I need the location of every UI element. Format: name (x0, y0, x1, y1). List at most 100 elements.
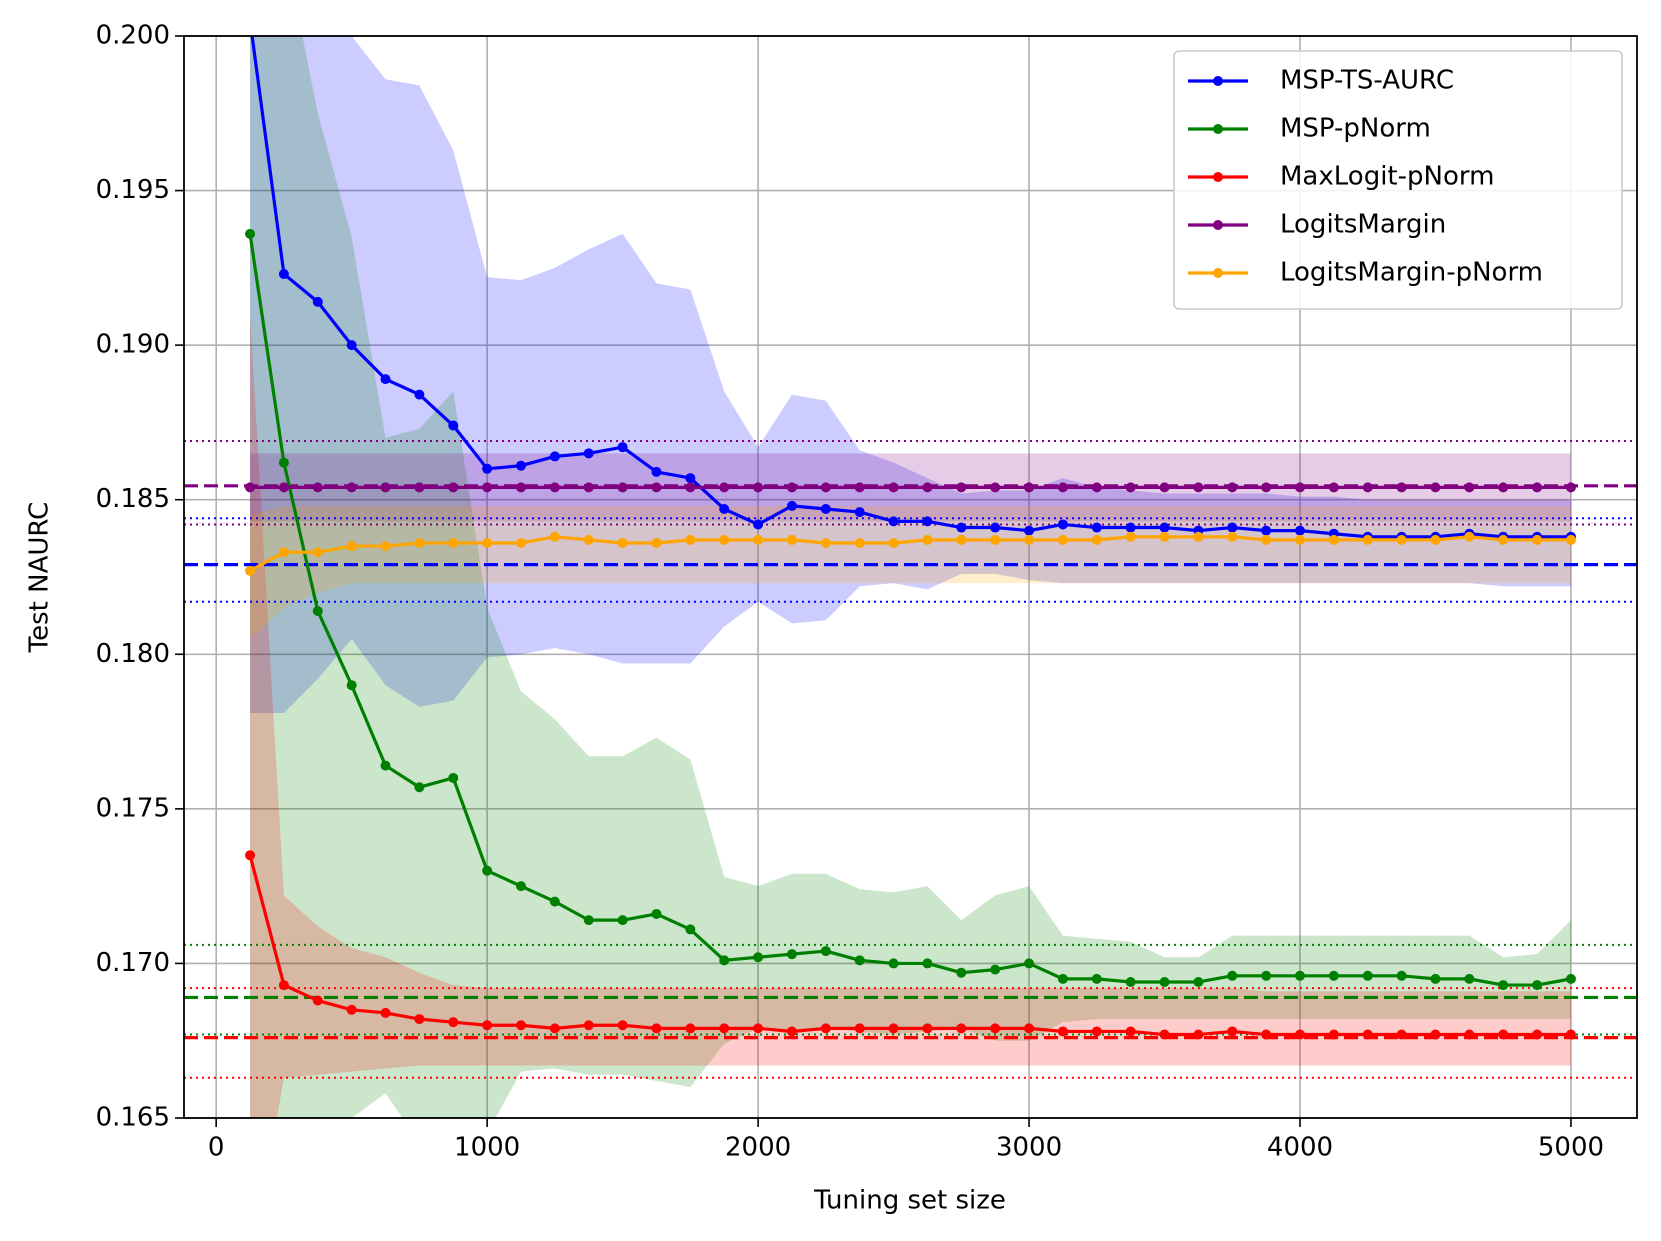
data-point (651, 908, 662, 919)
data-point (651, 537, 662, 548)
data-point (414, 782, 425, 793)
data-point (753, 519, 764, 530)
data-point (312, 606, 323, 617)
legend-label: MSP-TS-AURC (1280, 66, 1454, 96)
data-point (1565, 482, 1576, 493)
data-point (685, 482, 696, 493)
y-tick-label: 0.175 (96, 793, 170, 823)
data-point (583, 1020, 594, 1031)
data-point (516, 460, 527, 471)
data-point (1057, 482, 1068, 493)
data-point (278, 482, 289, 493)
legend-label: LogitsMargin (1280, 210, 1446, 240)
data-point (1328, 534, 1339, 545)
data-point (617, 482, 628, 493)
data-point (1396, 534, 1407, 545)
data-point (685, 1023, 696, 1034)
data-point (448, 1017, 459, 1028)
legend-marker (1213, 220, 1223, 230)
data-point (1159, 531, 1170, 542)
data-point (719, 955, 730, 966)
data-point (753, 952, 764, 963)
y-axis-label: Test NAURC (25, 502, 55, 654)
data-point (1294, 1029, 1305, 1040)
data-point (956, 534, 967, 545)
data-point (685, 473, 696, 484)
data-point (1125, 522, 1136, 533)
data-point (583, 534, 594, 545)
data-point (549, 1023, 560, 1034)
data-point (617, 1020, 628, 1031)
data-point (1261, 525, 1272, 536)
data-point (1091, 522, 1102, 533)
data-point (990, 964, 1001, 975)
data-point (922, 534, 933, 545)
data-point (651, 1023, 662, 1034)
legend-marker (1213, 172, 1223, 182)
data-point (1125, 976, 1136, 987)
data-point (583, 448, 594, 459)
data-point (448, 420, 459, 431)
data-point (786, 949, 797, 960)
data-point (1227, 970, 1238, 981)
data-point (1261, 534, 1272, 545)
data-point (1024, 958, 1035, 969)
data-point (719, 1023, 730, 1034)
legend-label: MSP-pNorm (1280, 114, 1431, 144)
data-point (414, 1014, 425, 1025)
data-point (820, 482, 831, 493)
data-point (651, 482, 662, 493)
legend-label: LogitsMargin-pNorm (1280, 258, 1543, 288)
data-point (1024, 482, 1035, 493)
data-point (1430, 973, 1441, 984)
confidence-band (250, 36, 1571, 714)
data-point (1057, 519, 1068, 530)
data-point (1532, 482, 1543, 493)
data-point (922, 1023, 933, 1034)
data-point (1091, 1026, 1102, 1037)
data-point (956, 1023, 967, 1034)
data-point (820, 537, 831, 548)
y-tick-label: 0.180 (96, 639, 170, 669)
data-point (820, 1023, 831, 1034)
data-point (786, 1026, 797, 1037)
data-point (583, 482, 594, 493)
data-point (922, 958, 933, 969)
data-point (786, 482, 797, 493)
data-point (1227, 1026, 1238, 1037)
data-point (1159, 976, 1170, 987)
data-point (820, 946, 831, 957)
data-point (990, 534, 1001, 545)
y-tick-label: 0.185 (96, 484, 170, 514)
data-point (549, 531, 560, 542)
data-point (346, 541, 357, 552)
data-point (854, 507, 865, 518)
data-point (1159, 1029, 1170, 1040)
y-tick-label: 0.165 (96, 1103, 170, 1133)
data-point (1396, 482, 1407, 493)
data-point (312, 296, 323, 307)
data-point (1294, 482, 1305, 493)
data-point (651, 466, 662, 477)
data-point (1227, 482, 1238, 493)
data-point (888, 516, 899, 527)
data-point (854, 537, 865, 548)
data-point (617, 442, 628, 453)
data-point (854, 1023, 865, 1034)
data-point (482, 463, 493, 474)
data-point (1125, 1026, 1136, 1037)
y-tick-label: 0.190 (96, 330, 170, 360)
data-point (888, 482, 899, 493)
y-tick-label: 0.170 (96, 948, 170, 978)
data-point (346, 340, 357, 351)
data-point (1024, 525, 1035, 536)
x-tick-label: 3000 (996, 1133, 1062, 1163)
data-point (1261, 1029, 1272, 1040)
data-point (922, 516, 933, 527)
data-point (1125, 531, 1136, 542)
data-point (516, 537, 527, 548)
data-point (482, 537, 493, 548)
data-point (1532, 534, 1543, 545)
data-point (1430, 482, 1441, 493)
data-point (312, 482, 323, 493)
